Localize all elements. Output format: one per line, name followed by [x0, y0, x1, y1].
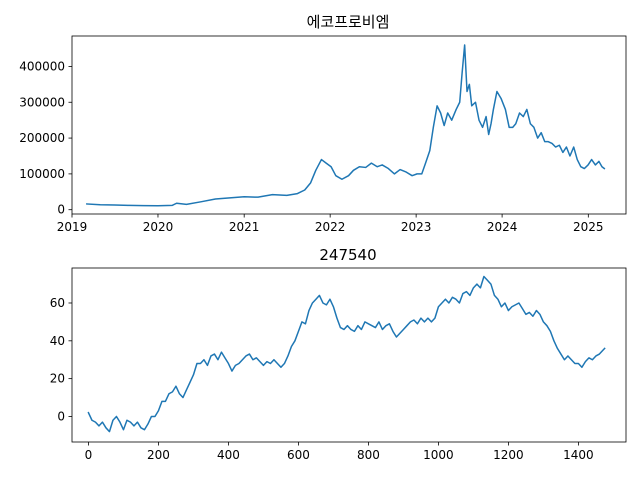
chart-bottom-axes-frame [71, 267, 627, 443]
chart-bottom-title: 247540 [319, 246, 376, 264]
chart-top-x-tick-label: 2022 [315, 220, 346, 234]
chart-top-ticks: 2019 2020 2021 2022 2023 2024 2025 0 100000 20000… [19, 59, 603, 234]
chart-bottom-y-tick-label: 60 [50, 296, 65, 310]
chart-top-title: 에코프로비엠 [307, 13, 390, 31]
chart-top-x-tick-label: 2024 [487, 220, 518, 234]
chart-top: 에코프로비엠 2019 2020 2021 2022 2023 2024 2025 0 1000… [19, 13, 627, 234]
chart-top-x-tick-label: 2020 [143, 220, 174, 234]
chart-top-series-line [86, 44, 606, 207]
chart-bottom-series-line [87, 275, 606, 433]
chart-top-x-tick-label: 2019 [57, 220, 88, 234]
chart-bottom-y-tick-label: 40 [50, 334, 65, 348]
chart-bottom: 247540 0 200 400 600 800 1000 1200 1400 0 20 40 60 [50, 246, 627, 462]
chart-bottom-x-tick-label: 200 [147, 448, 170, 462]
chart-bottom-y-tick-label: 0 [57, 409, 65, 423]
chart-top-y-tick-label: 0 [57, 203, 65, 217]
chart-bottom-x-tick-label: 1400 [563, 448, 594, 462]
chart-top-y-tick-label: 400000 [19, 59, 65, 73]
chart-bottom-y-tick-label: 20 [50, 372, 65, 386]
chart-top-y-tick-label: 200000 [19, 131, 65, 145]
chart-bottom-x-tick-label: 400 [217, 448, 240, 462]
chart-top-x-tick-label: 2023 [401, 220, 432, 234]
chart-top-y-tick-label: 100000 [19, 167, 65, 181]
chart-bottom-x-tick-label: 0 [85, 448, 93, 462]
chart-top-axes-frame [71, 35, 627, 215]
chart-bottom-x-tick-label: 1200 [493, 448, 524, 462]
chart-top-y-tick-label: 300000 [19, 95, 65, 109]
chart-bottom-x-tick-label: 1000 [423, 448, 454, 462]
chart-top-x-tick-label: 2025 [573, 220, 604, 234]
chart-bottom-x-tick-label: 800 [357, 448, 380, 462]
chart-top-x-tick-label: 2021 [229, 220, 260, 234]
chart-bottom-x-tick-label: 600 [287, 448, 310, 462]
chart-bottom-ticks: 0 200 400 600 800 1000 1200 1400 0 20 40 60 [50, 296, 594, 462]
